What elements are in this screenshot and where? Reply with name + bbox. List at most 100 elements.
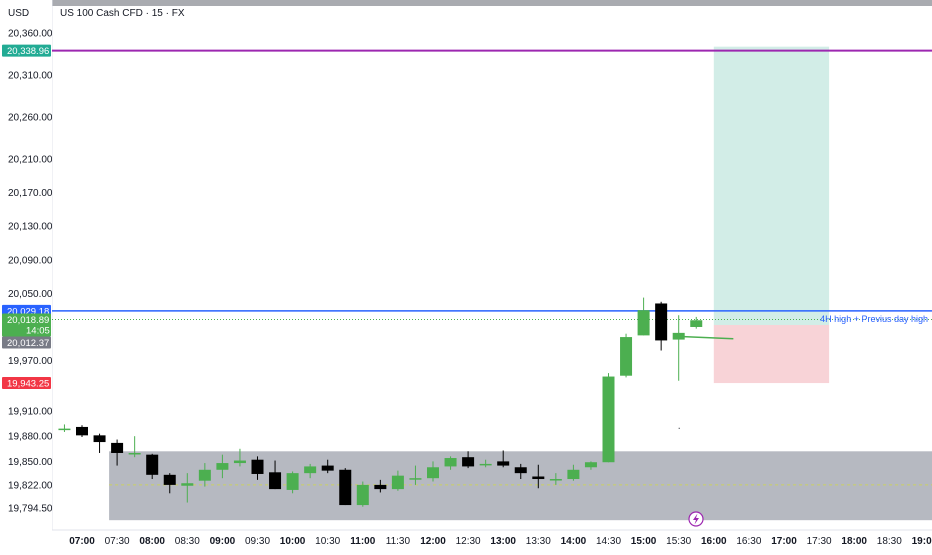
candle-body	[655, 303, 668, 341]
badge-target[interactable]: 20,338.96	[2, 44, 51, 58]
candle[interactable]	[532, 464, 545, 489]
price-axis-ticks[interactable]: 20,360.00 20,310.00 20,260.00 20,210.00 20,1…	[8, 29, 53, 515]
candle[interactable]	[479, 459, 492, 468]
candle[interactable]	[251, 456, 264, 480]
candle[interactable]	[497, 450, 510, 468]
candle-body	[146, 454, 159, 475]
badge-entry[interactable]: 20,012.37	[2, 336, 51, 350]
candle-body	[549, 479, 562, 481]
time-tick-label: 10:00	[280, 536, 306, 547]
candles-group	[58, 297, 703, 507]
candle-body	[304, 466, 317, 474]
badge-countdown-text: 14:05	[26, 326, 50, 337]
candle[interactable]	[58, 424, 71, 432]
candle[interactable]	[462, 451, 475, 469]
candle[interactable]	[391, 470, 404, 491]
time-tick-label: 14:00	[561, 536, 587, 547]
candle[interactable]	[549, 473, 562, 485]
time-tick-label: 12:30	[456, 536, 481, 547]
time-tick-label: 09:00	[210, 536, 236, 547]
level-annotation[interactable]: 4H high + Previus day high	[820, 314, 928, 324]
candle-body	[356, 484, 369, 506]
candle-body	[163, 474, 176, 485]
candle-body	[269, 472, 282, 490]
price-tick-label: 20,260.00	[8, 112, 53, 123]
position-loss-zone[interactable]	[713, 324, 830, 384]
price-tick-label: 20,050.00	[8, 289, 53, 300]
candle[interactable]	[374, 479, 387, 493]
price-tick-label: 19,850.00	[8, 457, 53, 468]
candle[interactable]	[304, 463, 317, 479]
time-tick-label: 09:30	[245, 536, 270, 547]
candle-body	[602, 376, 615, 463]
time-tick-label: 15:30	[666, 536, 691, 547]
position-profit-zone[interactable]	[713, 46, 830, 325]
trend-line[interactable]	[674, 335, 734, 340]
candle[interactable]	[163, 473, 176, 494]
candle-body	[427, 467, 439, 479]
time-tick-label: 12:00	[420, 536, 446, 547]
candle-body	[58, 428, 71, 431]
candle-body	[251, 459, 264, 474]
lightning-icon[interactable]	[688, 511, 704, 527]
candle[interactable]	[655, 301, 668, 351]
time-tick-label: 07:00	[69, 536, 95, 547]
candle[interactable]	[233, 448, 246, 467]
time-tick-label: 15:00	[631, 536, 657, 547]
candle[interactable]	[356, 481, 369, 507]
badge-stop[interactable]: 19,943.25	[2, 377, 51, 390]
candle[interactable]	[637, 297, 650, 336]
candle[interactable]	[181, 473, 194, 503]
top-toolbar-strip	[52, 0, 932, 6]
badge-target-text: 20,338.96	[7, 46, 49, 57]
time-tick-label: 13:30	[526, 536, 551, 547]
support-zone[interactable]	[109, 451, 932, 521]
candle-body	[286, 473, 299, 490]
time-axis-ticks[interactable]: 07:00 07:30 08:00 08:30 09:00 09:30 10:00 10:30…	[69, 536, 932, 547]
candle[interactable]	[584, 461, 597, 470]
candle[interactable]	[111, 439, 124, 466]
candle[interactable]	[427, 461, 439, 482]
candle[interactable]	[602, 373, 615, 463]
candle[interactable]	[146, 453, 159, 480]
candle[interactable]	[339, 468, 352, 506]
candle[interactable]	[690, 316, 703, 329]
candle-body	[321, 465, 334, 471]
candle-body	[462, 457, 475, 467]
dot-marker	[678, 427, 680, 429]
candle[interactable]	[620, 333, 633, 378]
candle[interactable]	[128, 436, 141, 458]
candle-body	[409, 478, 422, 480]
candle[interactable]	[444, 456, 457, 470]
candle[interactable]	[514, 463, 527, 480]
price-tick-label: 20,310.00	[8, 70, 53, 81]
candle-body	[567, 469, 580, 480]
badge-entry-text: 20,012.37	[7, 338, 49, 349]
candle-body	[339, 469, 352, 506]
currency-label: USD	[8, 8, 29, 19]
candle[interactable]	[216, 454, 229, 479]
candle[interactable]	[198, 463, 211, 487]
candle[interactable]	[672, 315, 685, 381]
price-tick-label: 19,970.00	[8, 356, 53, 367]
candle-body	[233, 460, 246, 464]
candle[interactable]	[321, 459, 334, 474]
badge-last-price-text: 20,018.89	[7, 315, 49, 326]
candle[interactable]	[269, 460, 282, 490]
price-tick-label: 20,170.00	[8, 188, 53, 199]
candle[interactable]	[409, 465, 422, 485]
candle[interactable]	[286, 471, 299, 494]
time-tick-label: 16:00	[701, 536, 727, 547]
candle[interactable]	[93, 433, 106, 453]
candle-body	[690, 320, 703, 327]
badge-last-price[interactable]: 20,018.89 14:05	[2, 313, 51, 337]
time-tick-label: 18:30	[877, 536, 902, 547]
candle[interactable]	[76, 425, 88, 438]
candle-body	[216, 463, 229, 470]
price-tick-label: 19,822.00	[8, 480, 53, 491]
candle[interactable]	[567, 464, 580, 481]
candle-body	[479, 463, 492, 466]
candle-body	[532, 476, 545, 480]
